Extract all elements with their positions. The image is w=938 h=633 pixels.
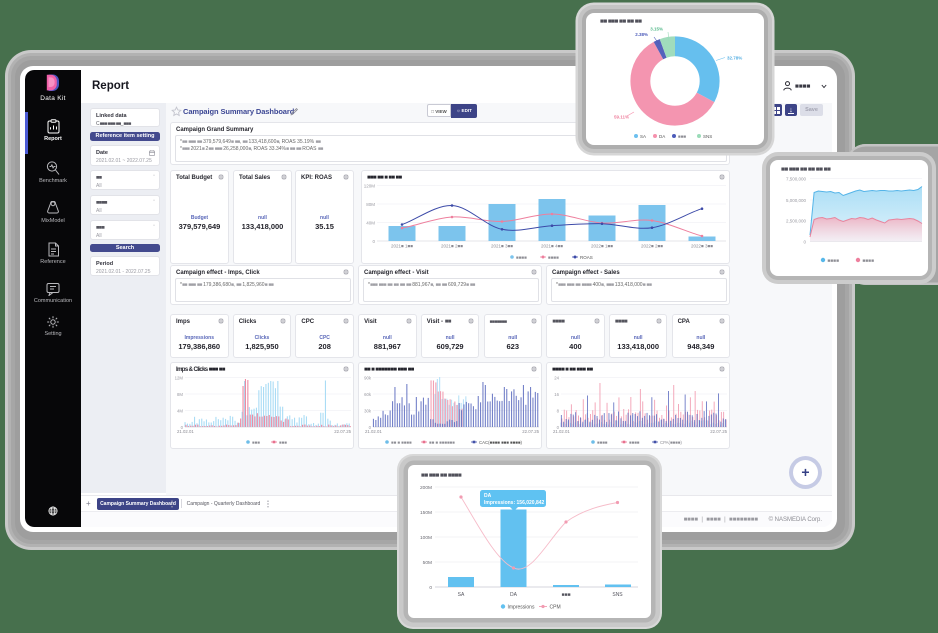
svg-text:80M: 80M	[366, 202, 375, 207]
svg-text:■■■■: ■■■■	[548, 255, 559, 260]
svg-text:7,500,000: 7,500,000	[786, 176, 807, 181]
svg-text:0: 0	[803, 239, 806, 244]
svg-text:■■■: ■■■	[279, 440, 287, 445]
svg-text:2022■ 1■■: 2022■ 1■■	[591, 244, 613, 249]
svg-text:16: 16	[554, 392, 559, 397]
svg-text:DA: DA	[510, 592, 518, 598]
svg-text:2021■ 3■■: 2021■ 3■■	[491, 244, 513, 249]
svg-text:8M: 8M	[177, 392, 183, 397]
svg-text:40M: 40M	[366, 220, 375, 225]
svg-text:3.15%: 3.15%	[650, 27, 663, 32]
svg-text:8: 8	[557, 408, 560, 413]
svg-text:DA: DA	[659, 134, 665, 139]
svg-text:SA: SA	[640, 134, 646, 139]
svg-text:■■■: ■■■	[561, 592, 570, 598]
svg-text:5,000,000: 5,000,000	[786, 198, 807, 203]
svg-text:59.11%: 59.11%	[614, 115, 629, 120]
svg-text:CAC(■■■■ ■■■ ■■■■): CAC(■■■■ ■■■ ■■■■)	[479, 440, 522, 445]
svg-text:22.07.25: 22.07.25	[710, 429, 727, 434]
svg-text:100M: 100M	[420, 535, 432, 541]
svg-text:24: 24	[554, 375, 559, 380]
svg-text:4M: 4M	[177, 408, 183, 413]
svg-text:2022■ 3■■: 2022■ 3■■	[691, 244, 713, 249]
svg-text:DA: DA	[484, 493, 492, 499]
svg-text:■■■■: ■■■■	[828, 259, 840, 264]
svg-text:■■■■: ■■■■	[597, 440, 608, 445]
svg-text:60k: 60k	[364, 392, 372, 397]
svg-text:■■ ■ ■■■■: ■■ ■ ■■■■	[391, 440, 412, 445]
svg-text:Impressions: Impressions	[508, 605, 535, 611]
svg-text:SNS: SNS	[703, 134, 712, 139]
svg-text:2,500,000: 2,500,000	[786, 218, 807, 223]
svg-text:0: 0	[369, 425, 372, 430]
svg-text:■■■■: ■■■■	[863, 259, 875, 264]
svg-text:21.02.01: 21.02.01	[553, 429, 570, 434]
svg-text:90k: 90k	[364, 375, 372, 380]
svg-text:22.07.25: 22.07.25	[522, 429, 539, 434]
svg-text:CPA(■■■■): CPA(■■■■)	[660, 440, 682, 445]
svg-text:200M: 200M	[420, 485, 432, 491]
svg-text:12M: 12M	[175, 375, 184, 380]
svg-text:2021■ 2■■: 2021■ 2■■	[441, 244, 463, 249]
svg-text:■■■■: ■■■■	[629, 440, 640, 445]
svg-text:22.07.25: 22.07.25	[334, 429, 351, 434]
svg-text:CPM: CPM	[550, 605, 561, 611]
svg-text:■■ ■ ■■■■■■: ■■ ■ ■■■■■■	[429, 440, 455, 445]
svg-text:SNS: SNS	[612, 592, 623, 598]
svg-text:2021■ 4■■: 2021■ 4■■	[541, 244, 563, 249]
svg-text:Impressions: 156,020,842: Impressions: 156,020,842	[484, 500, 545, 506]
svg-text:120M: 120M	[364, 183, 376, 188]
svg-text:SA: SA	[458, 592, 465, 598]
svg-text:■■■: ■■■	[252, 440, 260, 445]
svg-text:0: 0	[557, 425, 560, 430]
svg-text:150M: 150M	[420, 510, 432, 516]
svg-text:2022■ 2■■: 2022■ 2■■	[641, 244, 663, 249]
svg-text:0: 0	[372, 239, 375, 244]
svg-text:2.38%: 2.38%	[635, 32, 648, 37]
svg-text:0: 0	[429, 585, 432, 591]
svg-text:30k: 30k	[364, 408, 372, 413]
svg-text:21.02.01: 21.02.01	[177, 429, 194, 434]
svg-text:0: 0	[181, 425, 184, 430]
svg-text:ROAS: ROAS	[580, 255, 593, 260]
svg-text:32.78%: 32.78%	[727, 56, 742, 61]
svg-text:50M: 50M	[423, 560, 432, 566]
svg-text:■■■: ■■■	[678, 134, 686, 139]
svg-text:■■■■: ■■■■	[516, 255, 527, 260]
svg-text:2021■ 1■■: 2021■ 1■■	[391, 244, 413, 249]
svg-text:21.02.01: 21.02.01	[365, 429, 382, 434]
